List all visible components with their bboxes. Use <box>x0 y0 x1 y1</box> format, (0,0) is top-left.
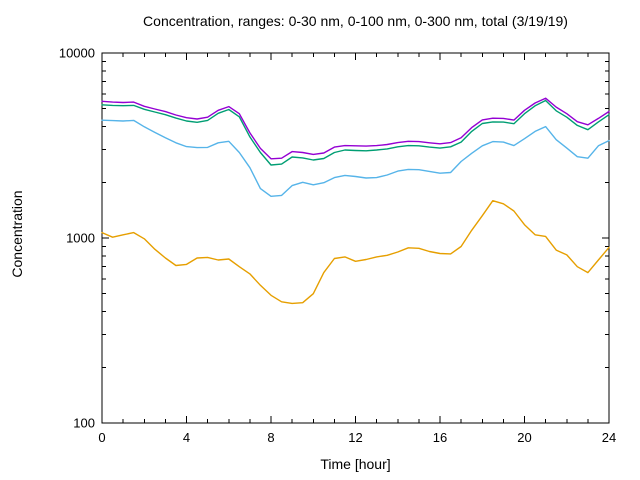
x-tick-label: 0 <box>98 430 105 445</box>
x-axis-title: Time [hour] <box>320 456 391 472</box>
y-tick-label: 10000 <box>59 46 95 61</box>
x-tick-label: 8 <box>267 430 274 445</box>
x-tick-label: 4 <box>183 430 190 445</box>
x-tick-label: 24 <box>602 430 616 445</box>
chart-title: Concentration, ranges: 0-30 nm, 0-100 nm… <box>143 13 568 29</box>
x-tick-label: 20 <box>517 430 531 445</box>
series-line-0-300-nm <box>101 99 610 166</box>
plot-frame <box>101 52 610 424</box>
series-line-0-30-nm <box>101 200 610 305</box>
y-tick-label: 100 <box>73 416 95 431</box>
x-tick-label: 12 <box>348 430 362 445</box>
x-tick-label: 16 <box>433 430 447 445</box>
y-tick-label: 1000 <box>66 231 95 246</box>
series-line-total <box>101 97 610 160</box>
series-line-0-100-nm <box>101 119 610 197</box>
